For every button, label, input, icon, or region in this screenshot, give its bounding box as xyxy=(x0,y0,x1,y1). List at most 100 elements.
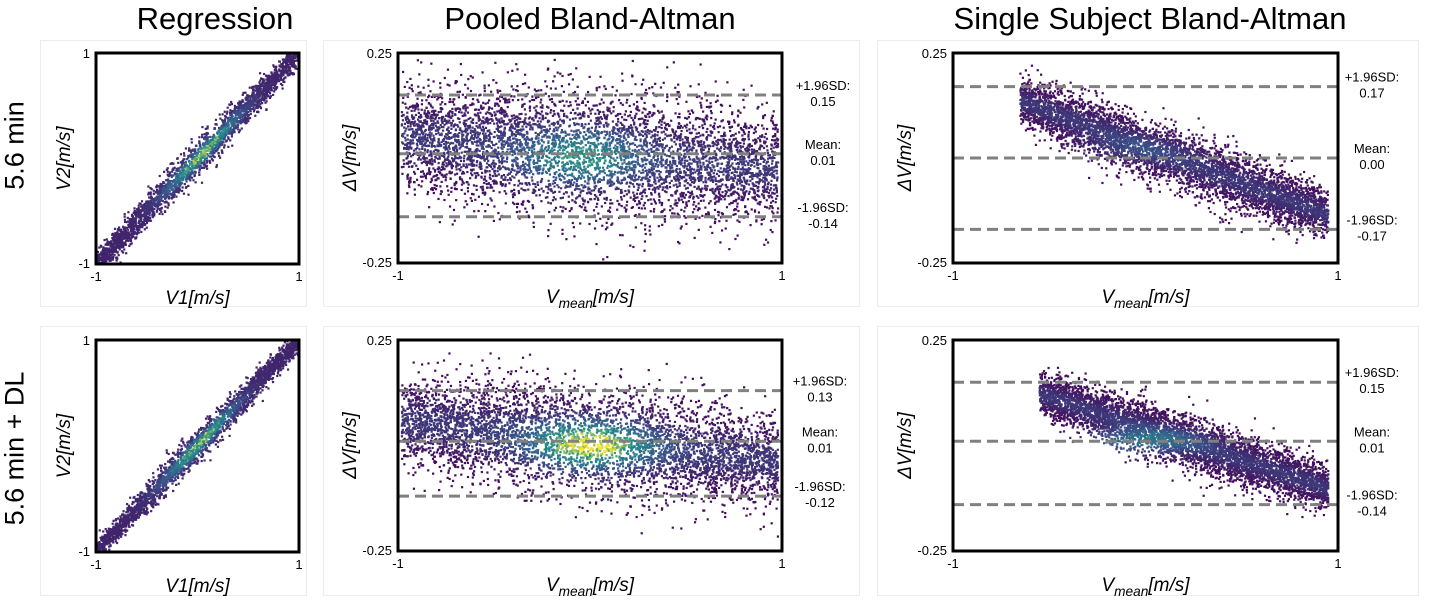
data-point xyxy=(520,155,523,158)
data-point xyxy=(495,118,498,121)
data-point xyxy=(213,155,216,159)
data-point xyxy=(223,138,226,141)
data-point xyxy=(418,148,421,151)
data-point xyxy=(226,132,229,135)
data-point xyxy=(661,138,664,141)
data-point xyxy=(301,54,303,56)
data-point xyxy=(415,123,418,126)
data-point xyxy=(196,148,199,151)
data-point xyxy=(183,183,186,186)
data-point xyxy=(426,190,430,194)
data-point xyxy=(661,146,664,149)
data-point xyxy=(177,188,180,191)
data-point xyxy=(666,95,669,99)
data-point xyxy=(190,149,193,152)
data-point xyxy=(116,236,119,239)
data-point xyxy=(644,151,648,154)
data-point xyxy=(209,138,212,141)
data-point xyxy=(228,118,231,121)
data-point xyxy=(493,122,496,125)
data-point xyxy=(420,140,423,143)
data-point xyxy=(218,154,221,158)
data-point xyxy=(628,185,631,188)
data-point xyxy=(673,160,677,164)
data-point xyxy=(691,137,694,141)
panel-bg-reg-top xyxy=(40,40,307,307)
data-point xyxy=(531,155,535,158)
data-point xyxy=(474,176,477,179)
data-point xyxy=(165,184,168,187)
data-point xyxy=(177,187,180,190)
data-point xyxy=(239,122,242,125)
data-point xyxy=(753,158,756,161)
data-point xyxy=(436,113,439,116)
data-point xyxy=(440,168,443,172)
data-point xyxy=(636,188,639,192)
data-point xyxy=(579,191,582,194)
data-point xyxy=(480,165,483,168)
data-point xyxy=(758,195,761,198)
data-point xyxy=(247,103,250,106)
data-point xyxy=(99,252,102,256)
data-point xyxy=(720,104,724,107)
data-point xyxy=(101,253,104,256)
data-point xyxy=(221,119,224,122)
data-point xyxy=(496,137,500,140)
data-point xyxy=(459,62,462,66)
data-point xyxy=(168,189,171,193)
data-point xyxy=(767,194,770,197)
data-point xyxy=(136,231,139,235)
data-point xyxy=(263,72,266,76)
data-point xyxy=(289,72,292,75)
data-point xyxy=(254,97,258,100)
data-point xyxy=(166,173,169,176)
data-point xyxy=(485,150,488,154)
data-point xyxy=(147,212,150,215)
data-point xyxy=(141,220,144,224)
data-point xyxy=(159,189,162,192)
data-point xyxy=(732,200,735,203)
data-point xyxy=(98,260,101,263)
data-point xyxy=(511,99,514,102)
data-point xyxy=(575,182,578,185)
data-point xyxy=(104,265,106,267)
data-point xyxy=(193,162,196,165)
data-point xyxy=(131,221,135,224)
data-point xyxy=(190,141,193,144)
data-point xyxy=(237,131,241,134)
data-point xyxy=(240,115,243,118)
data-point xyxy=(729,186,733,189)
data-point xyxy=(255,86,259,89)
data-point xyxy=(271,93,275,97)
data-point xyxy=(485,136,488,139)
data-point xyxy=(599,217,602,220)
data-point xyxy=(776,128,779,131)
data-point xyxy=(685,141,688,144)
data-point xyxy=(426,151,429,154)
data-point xyxy=(132,235,135,238)
data-point xyxy=(544,80,547,83)
data-point xyxy=(776,179,779,182)
data-point xyxy=(203,147,206,150)
data-point xyxy=(606,166,609,169)
data-point xyxy=(433,170,437,173)
data-point xyxy=(566,168,569,171)
data-point xyxy=(607,123,610,126)
data-point xyxy=(487,159,490,162)
data-point xyxy=(230,135,234,138)
data-point xyxy=(488,170,491,173)
data-point xyxy=(480,107,483,110)
data-point xyxy=(143,223,147,226)
data-point xyxy=(541,125,544,128)
data-point xyxy=(475,184,478,188)
data-point xyxy=(257,99,260,102)
data-point xyxy=(185,180,188,183)
data-point xyxy=(742,98,745,102)
data-point xyxy=(224,115,227,118)
data-point xyxy=(596,149,600,152)
data-point xyxy=(143,210,146,213)
data-point xyxy=(753,189,756,192)
data-point xyxy=(170,193,173,197)
data-point xyxy=(282,66,285,69)
data-point xyxy=(671,212,674,215)
